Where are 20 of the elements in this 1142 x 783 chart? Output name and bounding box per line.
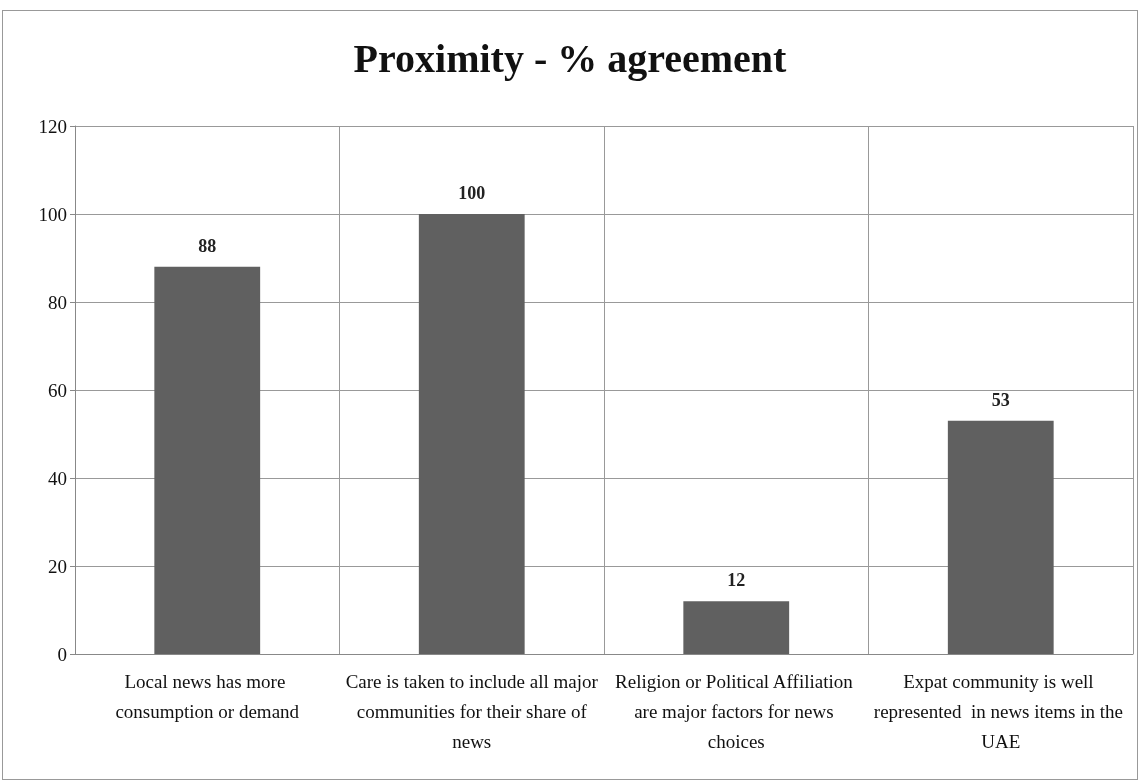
y-tick-label: 80 <box>48 291 67 313</box>
x-tick-label: Local news has more consumption or demand <box>115 670 300 722</box>
y-tick-label: 60 <box>48 379 67 401</box>
chart-title: Proximity - % agreement <box>353 35 788 81</box>
x-tick-label: Expat community is well represented in news items in the UAE <box>873 670 1128 752</box>
y-tick-label: 20 <box>48 555 67 577</box>
y-tick-label: 40 <box>48 467 67 489</box>
bar <box>154 266 261 654</box>
x-tick-label: Care is taken to include all major communities for their share of news <box>345 670 599 752</box>
data-label: 12 <box>727 570 746 591</box>
bar <box>947 420 1054 654</box>
data-label: 100 <box>458 183 486 203</box>
x-tick-label: Religion or Political Affiliation are major factors for news choices <box>615 670 858 752</box>
y-tick-label: 0 <box>57 643 67 665</box>
bar <box>418 214 525 654</box>
y-tick-label: 120 <box>38 115 67 137</box>
data-label: 53 <box>991 389 1010 410</box>
bar <box>683 601 790 654</box>
y-tick-label: 100 <box>38 203 67 225</box>
data-label: 88 <box>198 235 217 256</box>
